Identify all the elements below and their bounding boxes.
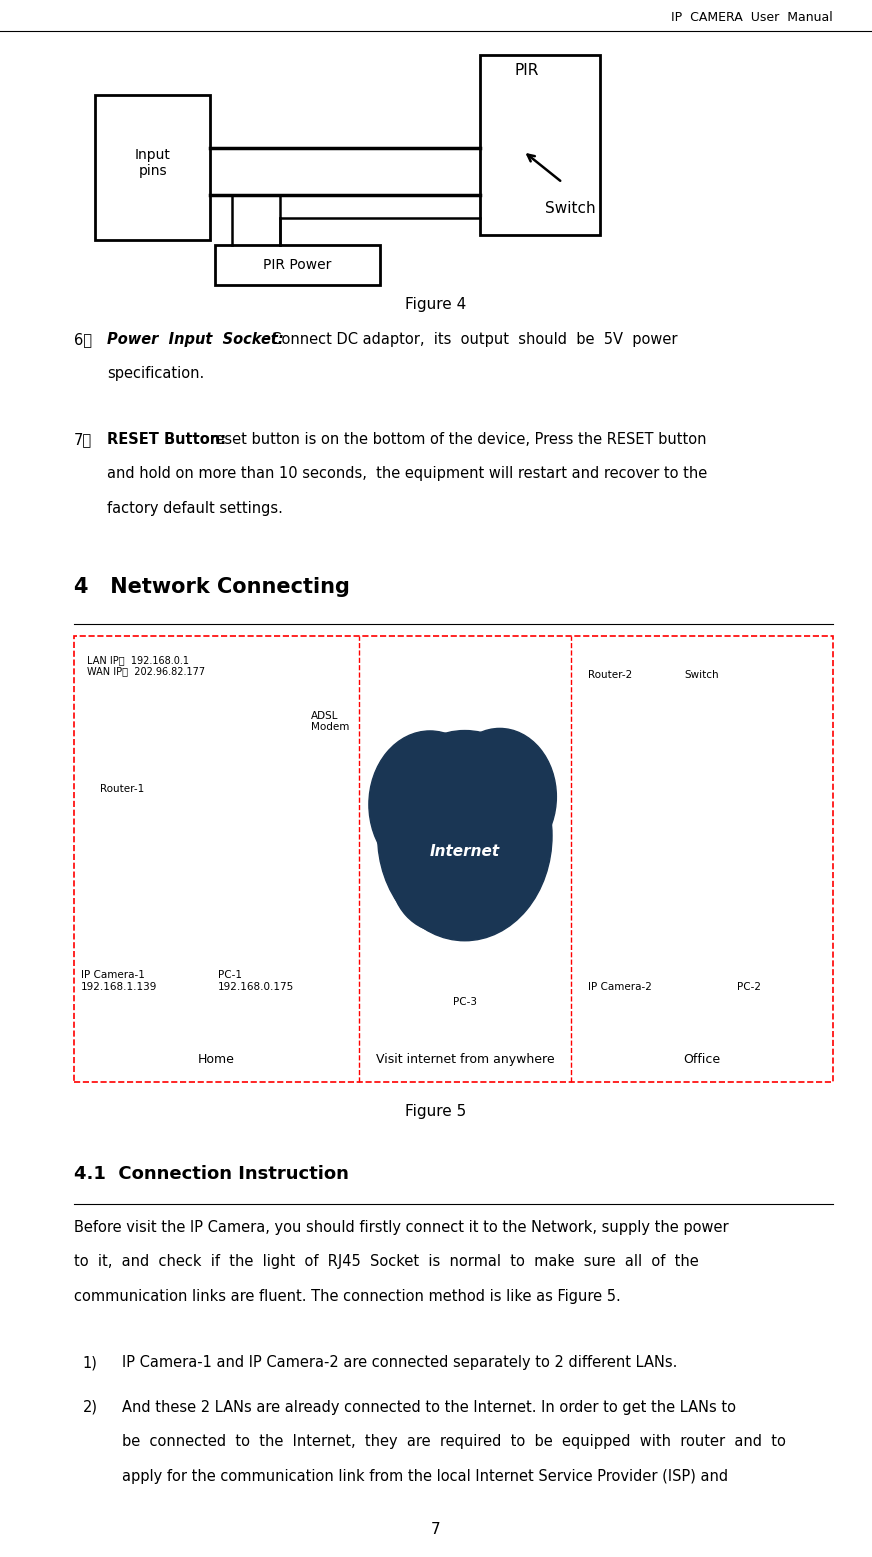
Text: Home: Home (198, 1054, 235, 1067)
Text: IP Camera-1
192.168.1.139: IP Camera-1 192.168.1.139 (81, 970, 158, 992)
Text: factory default settings.: factory default settings. (107, 500, 283, 515)
Text: Figure 5: Figure 5 (405, 1104, 467, 1119)
Text: LAN IP：  192.168.0.1
WAN IP：  202.96.82.177: LAN IP： 192.168.0.1 WAN IP： 202.96.82.17… (87, 654, 205, 676)
Text: Visit internet from anywhere: Visit internet from anywhere (376, 1054, 554, 1067)
Text: PC-3: PC-3 (453, 998, 477, 1007)
Text: reset button is on the bottom of the device, Press the RESET button: reset button is on the bottom of the dev… (205, 431, 706, 447)
Text: PC-1
192.168.0.175: PC-1 192.168.0.175 (218, 970, 294, 992)
Text: RESET Button:: RESET Button: (107, 431, 227, 447)
Text: be  connected  to  the  Internet,  they  are  required  to  be  equipped  with  : be connected to the Internet, they are r… (122, 1434, 786, 1450)
Ellipse shape (391, 817, 495, 933)
Text: Power  Input  Socket:: Power Input Socket: (107, 332, 284, 347)
Ellipse shape (443, 729, 556, 866)
Text: 1): 1) (83, 1355, 98, 1370)
Text: specification.: specification. (107, 366, 205, 381)
Text: communication links are fluent. The connection method is like as Figure 5.: communication links are fluent. The conn… (74, 1289, 621, 1303)
Text: 2): 2) (83, 1400, 98, 1415)
Text: Internet: Internet (430, 844, 500, 859)
Text: 6）: 6） (74, 332, 92, 347)
Ellipse shape (369, 730, 491, 878)
Text: Switch: Switch (545, 201, 596, 216)
Ellipse shape (443, 814, 539, 919)
Text: 7）: 7） (74, 431, 92, 447)
Text: IP Camera-1 and IP Camera-2 are connected separately to 2 different LANs.: IP Camera-1 and IP Camera-2 are connecte… (122, 1355, 678, 1370)
Text: And these 2 LANs are already connected to the Internet. In order to get the LANs: And these 2 LANs are already connected t… (122, 1400, 736, 1415)
Text: to  it,  and  check  if  the  light  of  RJ45  Socket  is  normal  to  make  sur: to it, and check if the light of RJ45 So… (74, 1255, 698, 1269)
Bar (74, 635, 833, 1082)
Text: IP Camera-2: IP Camera-2 (589, 982, 652, 992)
Text: Connect DC adaptor,  its  output  should  be  5V  power: Connect DC adaptor, its output should be… (262, 332, 678, 347)
Text: and hold on more than 10 seconds,  the equipment will restart and recover to the: and hold on more than 10 seconds, the eq… (107, 466, 707, 481)
Text: Office: Office (684, 1054, 720, 1067)
Text: PIR: PIR (514, 62, 539, 78)
Text: apply for the communication link from the local Internet Service Provider (ISP) : apply for the communication link from th… (122, 1468, 728, 1484)
Bar (480, 54, 600, 235)
Text: IP  CAMERA  User  Manual: IP CAMERA User Manual (671, 11, 833, 23)
Text: Switch: Switch (685, 670, 719, 680)
Bar (95, 95, 210, 240)
Text: Input
pins: Input pins (134, 148, 171, 177)
Text: PIR Power: PIR Power (263, 258, 331, 272)
Text: PC-2: PC-2 (737, 982, 760, 992)
Ellipse shape (378, 730, 552, 940)
Text: Router-1: Router-1 (100, 783, 145, 794)
Text: ADSL
Modem: ADSL Modem (310, 710, 349, 732)
Text: Figure 4: Figure 4 (405, 297, 467, 313)
Bar (215, 244, 380, 285)
Text: Router-2: Router-2 (589, 670, 633, 680)
Text: Before visit the IP Camera, you should firstly connect it to the Network, supply: Before visit the IP Camera, you should f… (74, 1221, 729, 1235)
Text: 4   Network Connecting: 4 Network Connecting (74, 578, 350, 596)
Text: 4.1  Connection Instruction: 4.1 Connection Instruction (74, 1165, 349, 1183)
Text: 7: 7 (431, 1521, 441, 1537)
